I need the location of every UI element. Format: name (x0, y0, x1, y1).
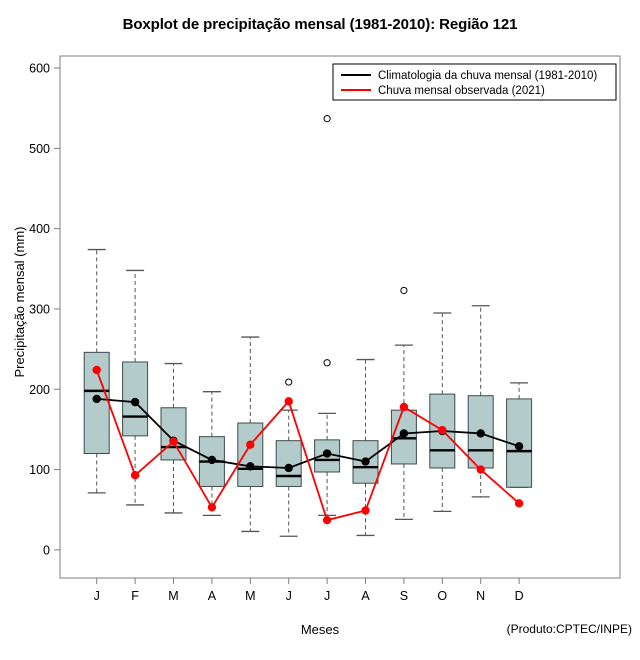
box-iqr (160, 407, 187, 461)
series-point (284, 397, 293, 406)
series-point (399, 402, 409, 412)
series-point (92, 365, 101, 375)
x-axis-tick-label: O (437, 589, 447, 603)
y-axis-tick-label: 100 (29, 463, 50, 477)
page-title: Boxplot de precipitação mensal (1981-201… (122, 16, 518, 33)
y-axis-tick-label: 300 (29, 302, 50, 316)
box-outlier-point (285, 378, 293, 386)
box-outlier-point (400, 286, 408, 295)
y-axis-tick-label: 400 (29, 222, 50, 236)
series-point (246, 440, 255, 449)
series-point (130, 471, 140, 480)
x-axis-tick-label: N (476, 589, 485, 603)
x-axis-tick-label: J (286, 589, 292, 603)
series-point (169, 437, 178, 446)
x-axis-tick-label: J (94, 589, 100, 603)
series-point (92, 394, 101, 404)
series-line (96, 398, 520, 469)
x-axis-tick-label: F (131, 589, 139, 603)
x-axis-tick-label: M (168, 589, 178, 603)
box-iqr (237, 422, 264, 487)
boxplot-box (429, 312, 456, 512)
x-axis-label-text: Meses (300, 622, 340, 637)
series-observed (92, 365, 524, 525)
boxplot-box (275, 378, 302, 537)
boxplot-box (160, 362, 187, 514)
boxplot-box (198, 391, 225, 517)
boxplot-box (122, 269, 149, 506)
series-point (514, 499, 524, 508)
series-point (476, 465, 485, 474)
series-point (361, 506, 370, 515)
series-point (514, 442, 524, 451)
series-line (95, 369, 520, 522)
series-point (246, 462, 255, 471)
credit-note: (Produto:CPTEC/INPE) (0, 622, 632, 636)
y-axis-tick-label: 200 (29, 383, 50, 397)
box-outlier-point (323, 115, 331, 123)
boxplot-box (506, 382, 533, 488)
series-point (361, 457, 370, 466)
series-point (207, 455, 217, 465)
x-axis-label: Meses (0, 622, 640, 637)
x-axis-tick-label: A (208, 589, 217, 603)
y-axis-tick-label: 500 (29, 142, 50, 156)
y-axis-tick-label: 0 (43, 543, 50, 557)
x-axis-tick-label: S (400, 589, 408, 603)
plot-frame (59, 55, 621, 579)
series-point (130, 397, 140, 407)
series-point (322, 449, 332, 458)
legend-label: Chuva mensal observada (2021) (378, 85, 545, 97)
x-axis-tick-label: D (515, 589, 524, 603)
chart-legend: Climatologia da chuva mensal (1981-2010)… (332, 63, 617, 101)
series-point (207, 503, 217, 512)
series-point (476, 429, 485, 438)
series-point (399, 429, 409, 438)
y-axis-tick-label: 600 (29, 62, 50, 76)
x-axis-tick-label: A (361, 589, 370, 603)
x-axis-tick-label: M (245, 589, 255, 603)
legend-box (332, 63, 617, 101)
legend-label: Climatologia da chuva mensal (1981-2010) (378, 70, 597, 82)
x-axis-tick-label: J (324, 589, 330, 603)
series-point (438, 426, 447, 435)
series-point (322, 515, 332, 525)
box-outlier-point (323, 359, 331, 367)
box-iqr (275, 440, 302, 487)
credit-note-text: (Produto:CPTEC/INPE) (506, 622, 632, 636)
series-point (284, 463, 293, 473)
